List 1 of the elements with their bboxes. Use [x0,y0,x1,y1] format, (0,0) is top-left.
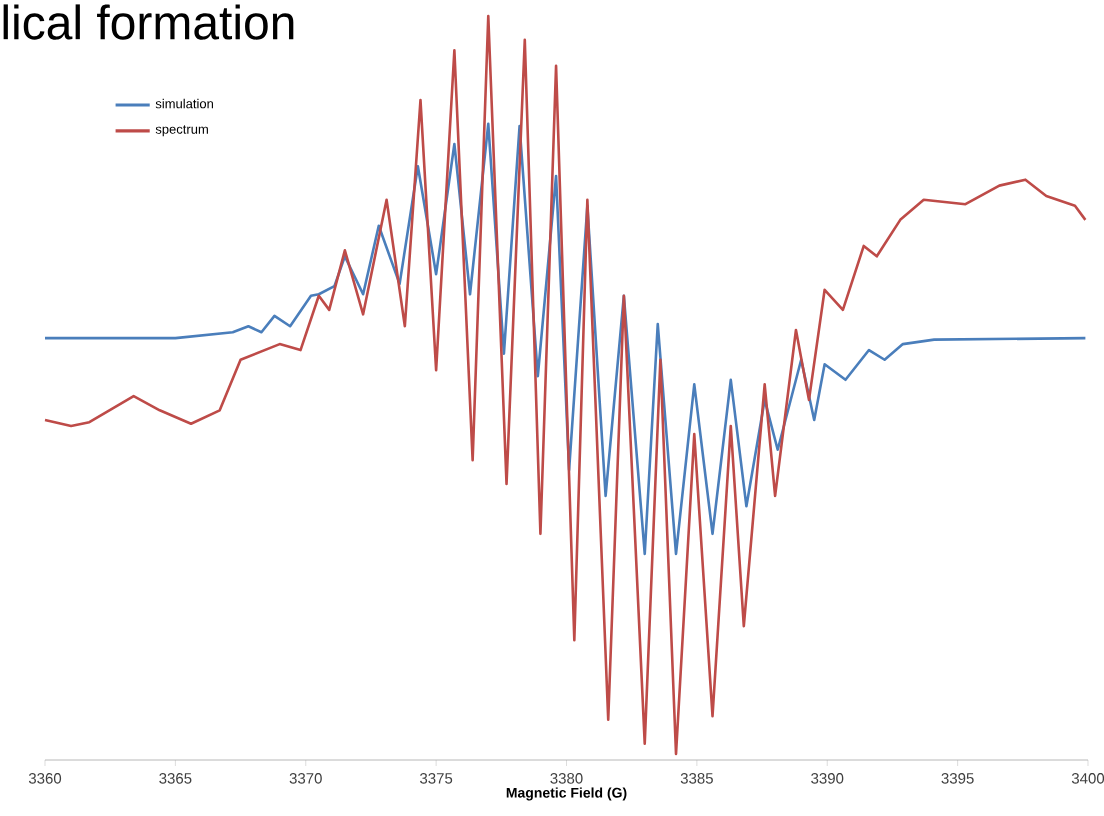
chart-title: lical formation [3,4,294,40]
